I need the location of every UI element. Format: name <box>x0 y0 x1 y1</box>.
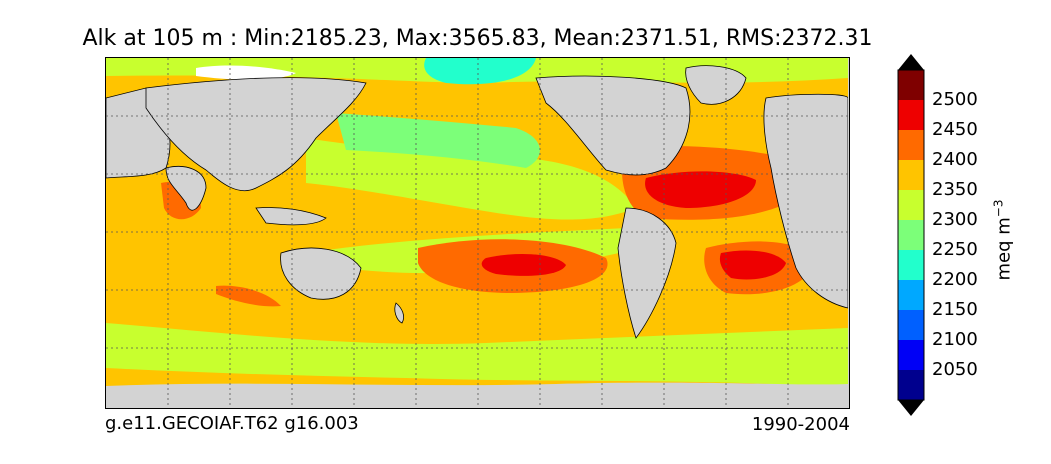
south-atlantic-2450 <box>719 250 786 280</box>
land-masses <box>106 65 848 339</box>
colorbar-tick-label: 2400 <box>932 149 978 170</box>
colorbar-segment <box>898 370 924 401</box>
colorbar-segment <box>898 160 924 191</box>
land-north-america <box>535 75 691 176</box>
colorbar-label-exponent: −3 <box>991 199 1006 218</box>
colorbar-tick-label: 2350 <box>932 179 978 200</box>
land-south-america <box>617 207 677 339</box>
ocean-alkalinity-map <box>105 57 850 409</box>
colorbar-tick-label: 2050 <box>932 359 978 380</box>
land-europe-africa-east <box>763 93 848 309</box>
time-period: 1990-2004 <box>751 414 850 435</box>
colorbar-tick-label: 2200 <box>932 269 978 290</box>
land-australia <box>280 247 362 300</box>
north-atlantic-2450 <box>645 171 756 208</box>
colorbar-tick-label: 2450 <box>932 119 978 140</box>
antarctica-land <box>106 382 848 407</box>
colorbar-segment <box>898 100 924 131</box>
colorbar-tick-label: 2300 <box>932 209 978 230</box>
colorbar-tick-label: 2500 <box>932 89 978 110</box>
colorbar-segment <box>898 250 924 281</box>
colorbar-segment <box>898 340 924 371</box>
land-asia <box>145 77 367 191</box>
colorbar-label: meq m−3 <box>992 200 1015 281</box>
land-india <box>165 166 207 211</box>
land-new-zealand <box>394 302 404 324</box>
land-indonesia <box>255 207 327 226</box>
south-indian-2400 <box>216 285 281 307</box>
sea-ice <box>196 65 296 80</box>
south-pacific-2450 <box>481 253 566 276</box>
north-pacific-2300 <box>306 138 636 220</box>
colorbar-frame <box>897 69 925 401</box>
colorbar-label-units: meq m <box>993 217 1015 281</box>
colorbar-tick-label: 2250 <box>932 239 978 260</box>
colorbar <box>897 54 925 416</box>
colorbar-segment <box>898 190 924 221</box>
colorbar-tick-label: 2100 <box>932 329 978 350</box>
colorbar-segment <box>898 70 924 101</box>
southern-band-2300 <box>106 323 848 388</box>
land-greenland <box>685 65 747 105</box>
gridlines <box>106 58 848 407</box>
colorbar-over-arrow <box>898 54 924 70</box>
colorbar-segment <box>898 280 924 311</box>
colorbar-tick-label: 2150 <box>932 299 978 320</box>
arctic-2200 <box>424 58 536 85</box>
map-title: Alk at 105 m : Min:2185.23, Max:3565.83,… <box>82 26 873 51</box>
north-pacific-2250 <box>336 113 540 168</box>
colorbar-segment <box>898 220 924 251</box>
colorbar-segment <box>898 130 924 161</box>
case-name: g.e11.GECOIAF.T62 g16.003 <box>105 413 359 434</box>
colorbar-under-arrow <box>898 400 924 416</box>
colorbar-segment <box>898 310 924 341</box>
